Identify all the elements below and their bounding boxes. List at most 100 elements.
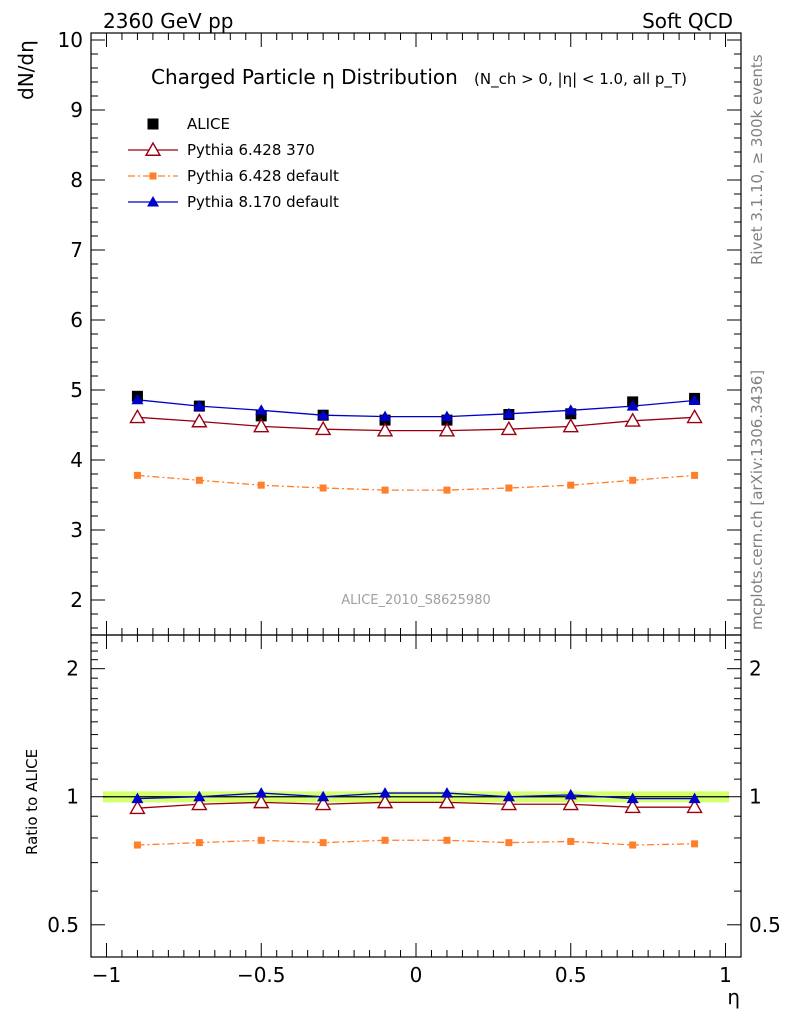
side-label-bottom: mcplots.cern.ch [arXiv:1306.3436]: [748, 370, 766, 630]
main-y-tick-label: 2: [70, 588, 83, 612]
main-series-pythia-8-170-default-point: [626, 400, 639, 411]
ratio-series-pythia-6-428-default-point: [691, 840, 699, 848]
main-series-pythia-8-170-default-point: [131, 393, 144, 405]
main-series-pythia-6-428-default-line: [137, 474, 695, 491]
chart-title: Charged Particle η Distribution (N_ch > …: [151, 65, 687, 89]
main-series-pythia-6-428-370-point: [129, 408, 146, 424]
x-tick-label: −0.5: [237, 963, 286, 987]
chart-title-main: Charged Particle η Distribution: [151, 65, 458, 89]
ratio-series-pythia-6-428-370-point: [129, 799, 146, 815]
header-left: 2360 GeV pp: [103, 9, 234, 33]
ratio-series-pythia-8-170-default-point: [131, 792, 144, 804]
ratio-series-pythia-8-170-default-point: [193, 790, 206, 802]
ratio-series-pythia-6-428-default-point: [381, 836, 389, 844]
main-series-pythia-6-428-370-point: [253, 417, 270, 433]
main-series-alice: [131, 390, 701, 426]
ratio-series-pythia-8-170-default-point: [255, 787, 268, 798]
main-series-pythia-6-428-370-point: [562, 417, 579, 433]
main-series-pythia-8-170-default-point: [564, 404, 577, 415]
main-series-pythia-8-170-default-point: [317, 409, 330, 420]
analysis-id-watermark: ALICE_2010_S8625980: [341, 593, 491, 608]
ratio-y-tick-label-right: 2: [749, 657, 762, 681]
ratio-plot: [103, 787, 729, 849]
x-tick-label: 0.5: [555, 963, 587, 987]
x-tick-label: 1: [719, 963, 732, 987]
ratio-y-tick-label-right: 0.5: [749, 913, 781, 937]
main-series-pythia-6-428-370-point: [376, 422, 394, 437]
main-y-tick-label: 9: [70, 98, 83, 122]
legend-entry-pythia-6-428-370: Pythia 6.428 370: [128, 141, 315, 159]
main-series-pythia-6-428-370-point: [314, 420, 332, 436]
legend: ALICE Pythia 6.428 370 Pythia 6.428 defaul…: [128, 115, 339, 211]
main-y-tick-label: 3: [70, 518, 83, 542]
ratio-series-pythia-6-428-370-point: [500, 795, 518, 811]
ratio-series-pythia-6-428-370-point: [562, 795, 579, 811]
main-series-pythia-6-428-default-point: [133, 471, 141, 479]
main-series-pythia-6-428-default-point: [319, 484, 327, 492]
main-series-pythia-6-428-370-point: [438, 422, 456, 437]
main-y-tick-label: 4: [70, 448, 83, 472]
main-series-pythia-6-428-default-point: [691, 471, 699, 479]
x-axis-label: η: [727, 985, 740, 1009]
main-series-pythia-6-428-default: [133, 471, 699, 494]
ratio-series-pythia-6-428-370: [129, 793, 703, 815]
main-series-pythia-6-428-370-point: [624, 412, 641, 427]
ratio-series-pythia-6-428-default-point: [505, 839, 513, 847]
main-series-pythia-8-170-default-line: [137, 399, 695, 418]
legend-entry-pythia-6-428-default-label: Pythia 6.428 default: [187, 167, 339, 185]
main-series-pythia-6-428-370-point: [500, 420, 518, 436]
side-label-top: Rivet 3.1.10, ≥ 300k events: [748, 54, 766, 265]
ratio-series-pythia-8-170-default-point: [502, 790, 515, 802]
main-y-tick-label: 5: [70, 378, 83, 402]
legend-entry-pythia-6-428-default: Pythia 6.428 default: [128, 167, 339, 185]
ratio-series-pythia-8-170-default-point: [379, 787, 392, 798]
ratio-series-pythia-6-428-default-point: [133, 841, 141, 849]
ratio-series-pythia-6-428-default-point: [567, 837, 575, 845]
x-tick-label: 0: [410, 963, 423, 987]
main-series-pythia-6-428-default-point: [629, 476, 637, 484]
main-series-pythia-6-428-default-point: [257, 481, 265, 489]
legend-entry-pythia-8-170-default-label: Pythia 8.170 default: [187, 193, 339, 211]
main-y-tick-label: 6: [70, 308, 83, 332]
main-series-pythia-8-170-default-point: [688, 394, 701, 405]
main-y-tick-label: 8: [70, 168, 83, 192]
ratio-series-pythia-6-428-default-point: [319, 839, 327, 847]
main-series-pythia-6-428-default-point: [567, 481, 575, 489]
ratio-series-pythia-8-170-default-point: [440, 787, 453, 798]
main-series-pythia-6-428-default-point: [443, 486, 451, 494]
ratio-series-pythia-6-428-370-point: [191, 795, 208, 811]
legend-entry-pythia-8-170-default-marker: [147, 196, 159, 207]
ratio-series-pythia-8-170-default-point: [688, 792, 701, 804]
ratio-series-pythia-6-428-370-point: [624, 798, 641, 814]
main-series-alice-point: [255, 410, 267, 422]
legend-entry-pythia-6-428-370-marker: [144, 141, 162, 156]
ratio-series-pythia-6-428-370-point: [686, 798, 703, 814]
main-series-pythia-6-428-370-point: [191, 413, 208, 428]
x-tick-label: −1: [92, 963, 121, 987]
ratio-series-pythia-6-428-370-line: [137, 801, 695, 809]
ratio-y-tick-label: 1: [66, 785, 79, 809]
main-series-pythia-6-428-default-point: [381, 486, 389, 494]
main-series-pythia-8-170-default-point: [440, 410, 453, 422]
ratio-series-pythia-6-428-370-point: [253, 793, 270, 809]
ratio-series-pythia-8-170-default-point: [317, 790, 330, 802]
chart-subtitle: (N_ch > 0, |η| < 1.0, all p_T): [474, 70, 687, 89]
ratio-series-pythia-8-170-default-point: [564, 788, 577, 800]
header-right: Soft QCD: [642, 9, 733, 33]
main-series-pythia-8-170-default-point: [379, 410, 392, 422]
main-series-pythia-6-428-370-line: [137, 416, 695, 432]
ratio-series-pythia-8-170-default-line: [137, 792, 695, 800]
main-series-pythia-6-428-370-point: [686, 408, 703, 424]
main-series-pythia-8-170-default-point: [193, 400, 206, 411]
main-y-tick-label: 10: [58, 28, 83, 52]
main-series-pythia-6-428-370: [129, 408, 703, 437]
ratio-series-pythia-6-428-default: [133, 836, 699, 849]
main-series-pythia-6-428-default-point: [505, 484, 513, 492]
legend-entry-alice-marker: [147, 118, 159, 130]
ratio-series-pythia-6-428-default-point: [195, 839, 203, 847]
ratio-series-pythia-6-428-370-point: [376, 793, 394, 809]
ratio-y-tick-label: 0.5: [47, 913, 79, 937]
plot-frames: 2 3 4 5 6 7 8 9 10 −1 −0.5 0 0.5 1 0.5 0.5 1 1 2 2: [47, 28, 781, 987]
main-series-pythia-6-428-default-point: [195, 476, 203, 484]
